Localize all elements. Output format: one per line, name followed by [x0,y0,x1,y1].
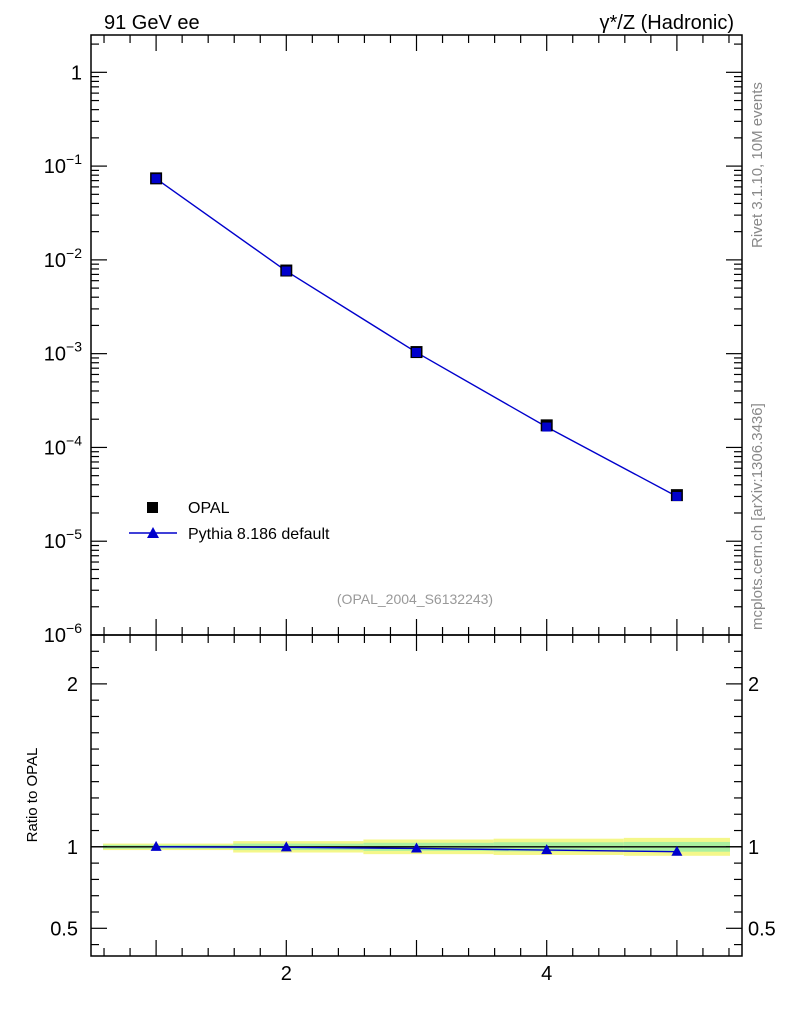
main-y-tick-label-exp: −6 [66,620,82,636]
pythia-point [672,491,682,501]
analysis-label: (OPAL_2004_S6132243) [337,591,493,607]
legend-label-opal: OPAL [188,500,230,517]
legend: OPAL Pythia 8.186 default [129,500,330,543]
pythia-point [151,174,161,184]
ratio-axis-ticks [91,635,742,956]
main-y-tick-label-base: 10 [44,156,66,178]
ratio-pythia-point [541,844,553,855]
main-y-tick-label-exp: −2 [66,245,82,261]
main-y-tick-label: 10−3 [44,339,82,366]
left-title: 91 GeV ee [104,12,200,34]
pythia-point [281,266,291,276]
main-y-tick-label: 1 [71,62,82,84]
legend-label-pythia: Pythia 8.186 default [188,526,330,543]
pythia-line [155,178,678,498]
ratio-series [150,840,683,856]
main-y-tick-label: 10−6 [44,620,82,647]
main-panel-frame [90,34,743,636]
x-tick-label: 4 [541,963,552,985]
ratio-y-tick-label-left: 1 [67,837,78,859]
main-y-tick-label-base: 10 [44,437,66,459]
main-y-tick-label-exp: −5 [66,526,82,542]
pythia-point [412,347,421,357]
side-label-rivet: Rivet 3.1.10, 10M events [749,82,766,248]
main-y-tick-label-base: 10 [44,625,66,647]
right-title: γ*/Z (Hadronic) [600,12,734,34]
ratio-y-tick-label-right: 1 [748,837,759,859]
main-y-tick-label-base: 1 [71,62,82,84]
ratio-pythia-point [280,841,292,852]
main-y-tick-label-exp: −1 [66,151,82,167]
ratio-pythia-point [150,840,162,851]
legend-marker-pythia [147,527,159,538]
ratio-panel-frame [90,634,743,957]
main-y-tick-label-exp: −4 [66,432,82,448]
ratio-y-tick-label-right: 0.5 [748,918,776,940]
ratio-y-tick-label-right: 2 [748,674,759,696]
main-y-tick-label: 10−2 [44,245,82,272]
ratio-y-tick-label-left: 0.5 [50,918,78,940]
main-y-tick-labels: 110−110−210−310−410−510−6 [44,62,82,647]
ratio-y-tick-label-left: 2 [67,674,78,696]
main-y-tick-label-base: 10 [44,344,66,366]
main-y-tick-label: 10−1 [44,151,82,178]
main-panel: 110−110−210−310−410−510−6 (OPAL_2004_S61… [44,34,743,647]
ratio-y-tick-labels: 0.5 0.5 1 1 2 2 [50,674,776,940]
main-y-tick-label-base: 10 [44,531,66,553]
main-series [150,172,683,502]
main-y-tick-label-base: 10 [44,250,66,272]
ratio-pythia-point [671,845,683,856]
main-axis-ticks [91,35,742,636]
x-tick-label: 2 [281,963,292,985]
main-y-tick-label: 10−5 [44,526,82,553]
main-y-tick-label-exp: −3 [66,339,82,355]
side-label-mcplots: mcplots.cern.ch [arXiv:1306.3436] [749,403,766,630]
pythia-point [542,422,552,432]
ratio-pythia-point [411,842,422,853]
main-y-tick-label: 10−4 [44,432,82,459]
legend-marker-opal [147,502,158,513]
ratio-ylabel: Ratio to OPAL [24,748,41,843]
